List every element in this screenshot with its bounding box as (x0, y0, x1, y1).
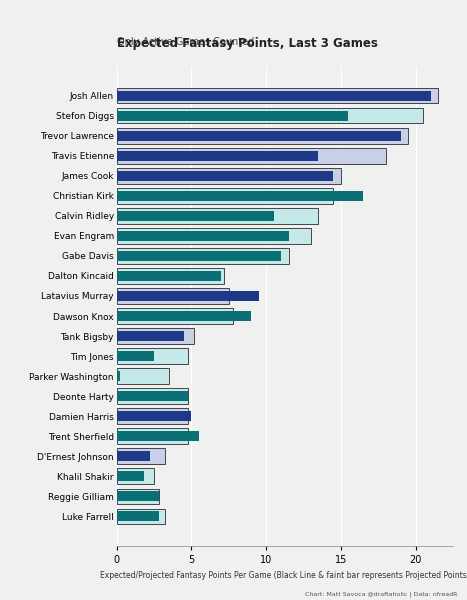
Bar (117, 411, 191, 421)
Bar (117, 271, 221, 281)
Bar (117, 231, 289, 241)
Bar (117, 448, 164, 464)
Bar (117, 388, 189, 404)
Bar (117, 311, 251, 321)
Bar (117, 491, 159, 502)
Bar (117, 108, 423, 124)
Bar (117, 431, 199, 442)
Bar (117, 328, 194, 344)
Bar (117, 151, 318, 161)
Bar (117, 110, 348, 121)
Bar (117, 228, 311, 244)
Bar (117, 268, 224, 284)
X-axis label: Expected/Projected Fantasy Points Per Game (Black Line & faint bar represents Pr: Expected/Projected Fantasy Points Per Ga… (100, 571, 467, 580)
Text: Expected Fantasy Points, Last 3 Games: Expected Fantasy Points, Last 3 Games (117, 37, 378, 50)
Bar (117, 509, 164, 524)
Bar (117, 168, 341, 184)
Bar (117, 148, 386, 164)
Bar (117, 451, 149, 461)
Bar (117, 348, 189, 364)
Bar (117, 391, 189, 401)
Text: Only Active Games Counted: Only Active Games Counted (117, 37, 254, 47)
Bar (117, 471, 144, 481)
Bar (117, 331, 184, 341)
Bar (117, 288, 229, 304)
Bar (117, 368, 169, 384)
Bar (117, 428, 189, 444)
Bar (117, 469, 154, 484)
Bar (117, 211, 274, 221)
Bar (117, 170, 333, 181)
Text: Chart: Matt Savoca @draftaholic | Data: nfreadR: Chart: Matt Savoca @draftaholic | Data: … (305, 592, 458, 597)
Bar (117, 131, 401, 141)
Bar (117, 308, 234, 324)
Bar (117, 248, 289, 264)
Bar (117, 191, 363, 201)
Bar (117, 208, 318, 224)
Bar (117, 511, 159, 521)
Bar (117, 188, 333, 203)
Bar (117, 128, 408, 143)
Bar (117, 409, 189, 424)
Bar (117, 488, 159, 504)
Bar (117, 91, 431, 101)
Bar (117, 371, 120, 381)
Bar (117, 291, 259, 301)
Bar (117, 88, 438, 103)
Bar (117, 351, 154, 361)
Bar (117, 251, 281, 261)
